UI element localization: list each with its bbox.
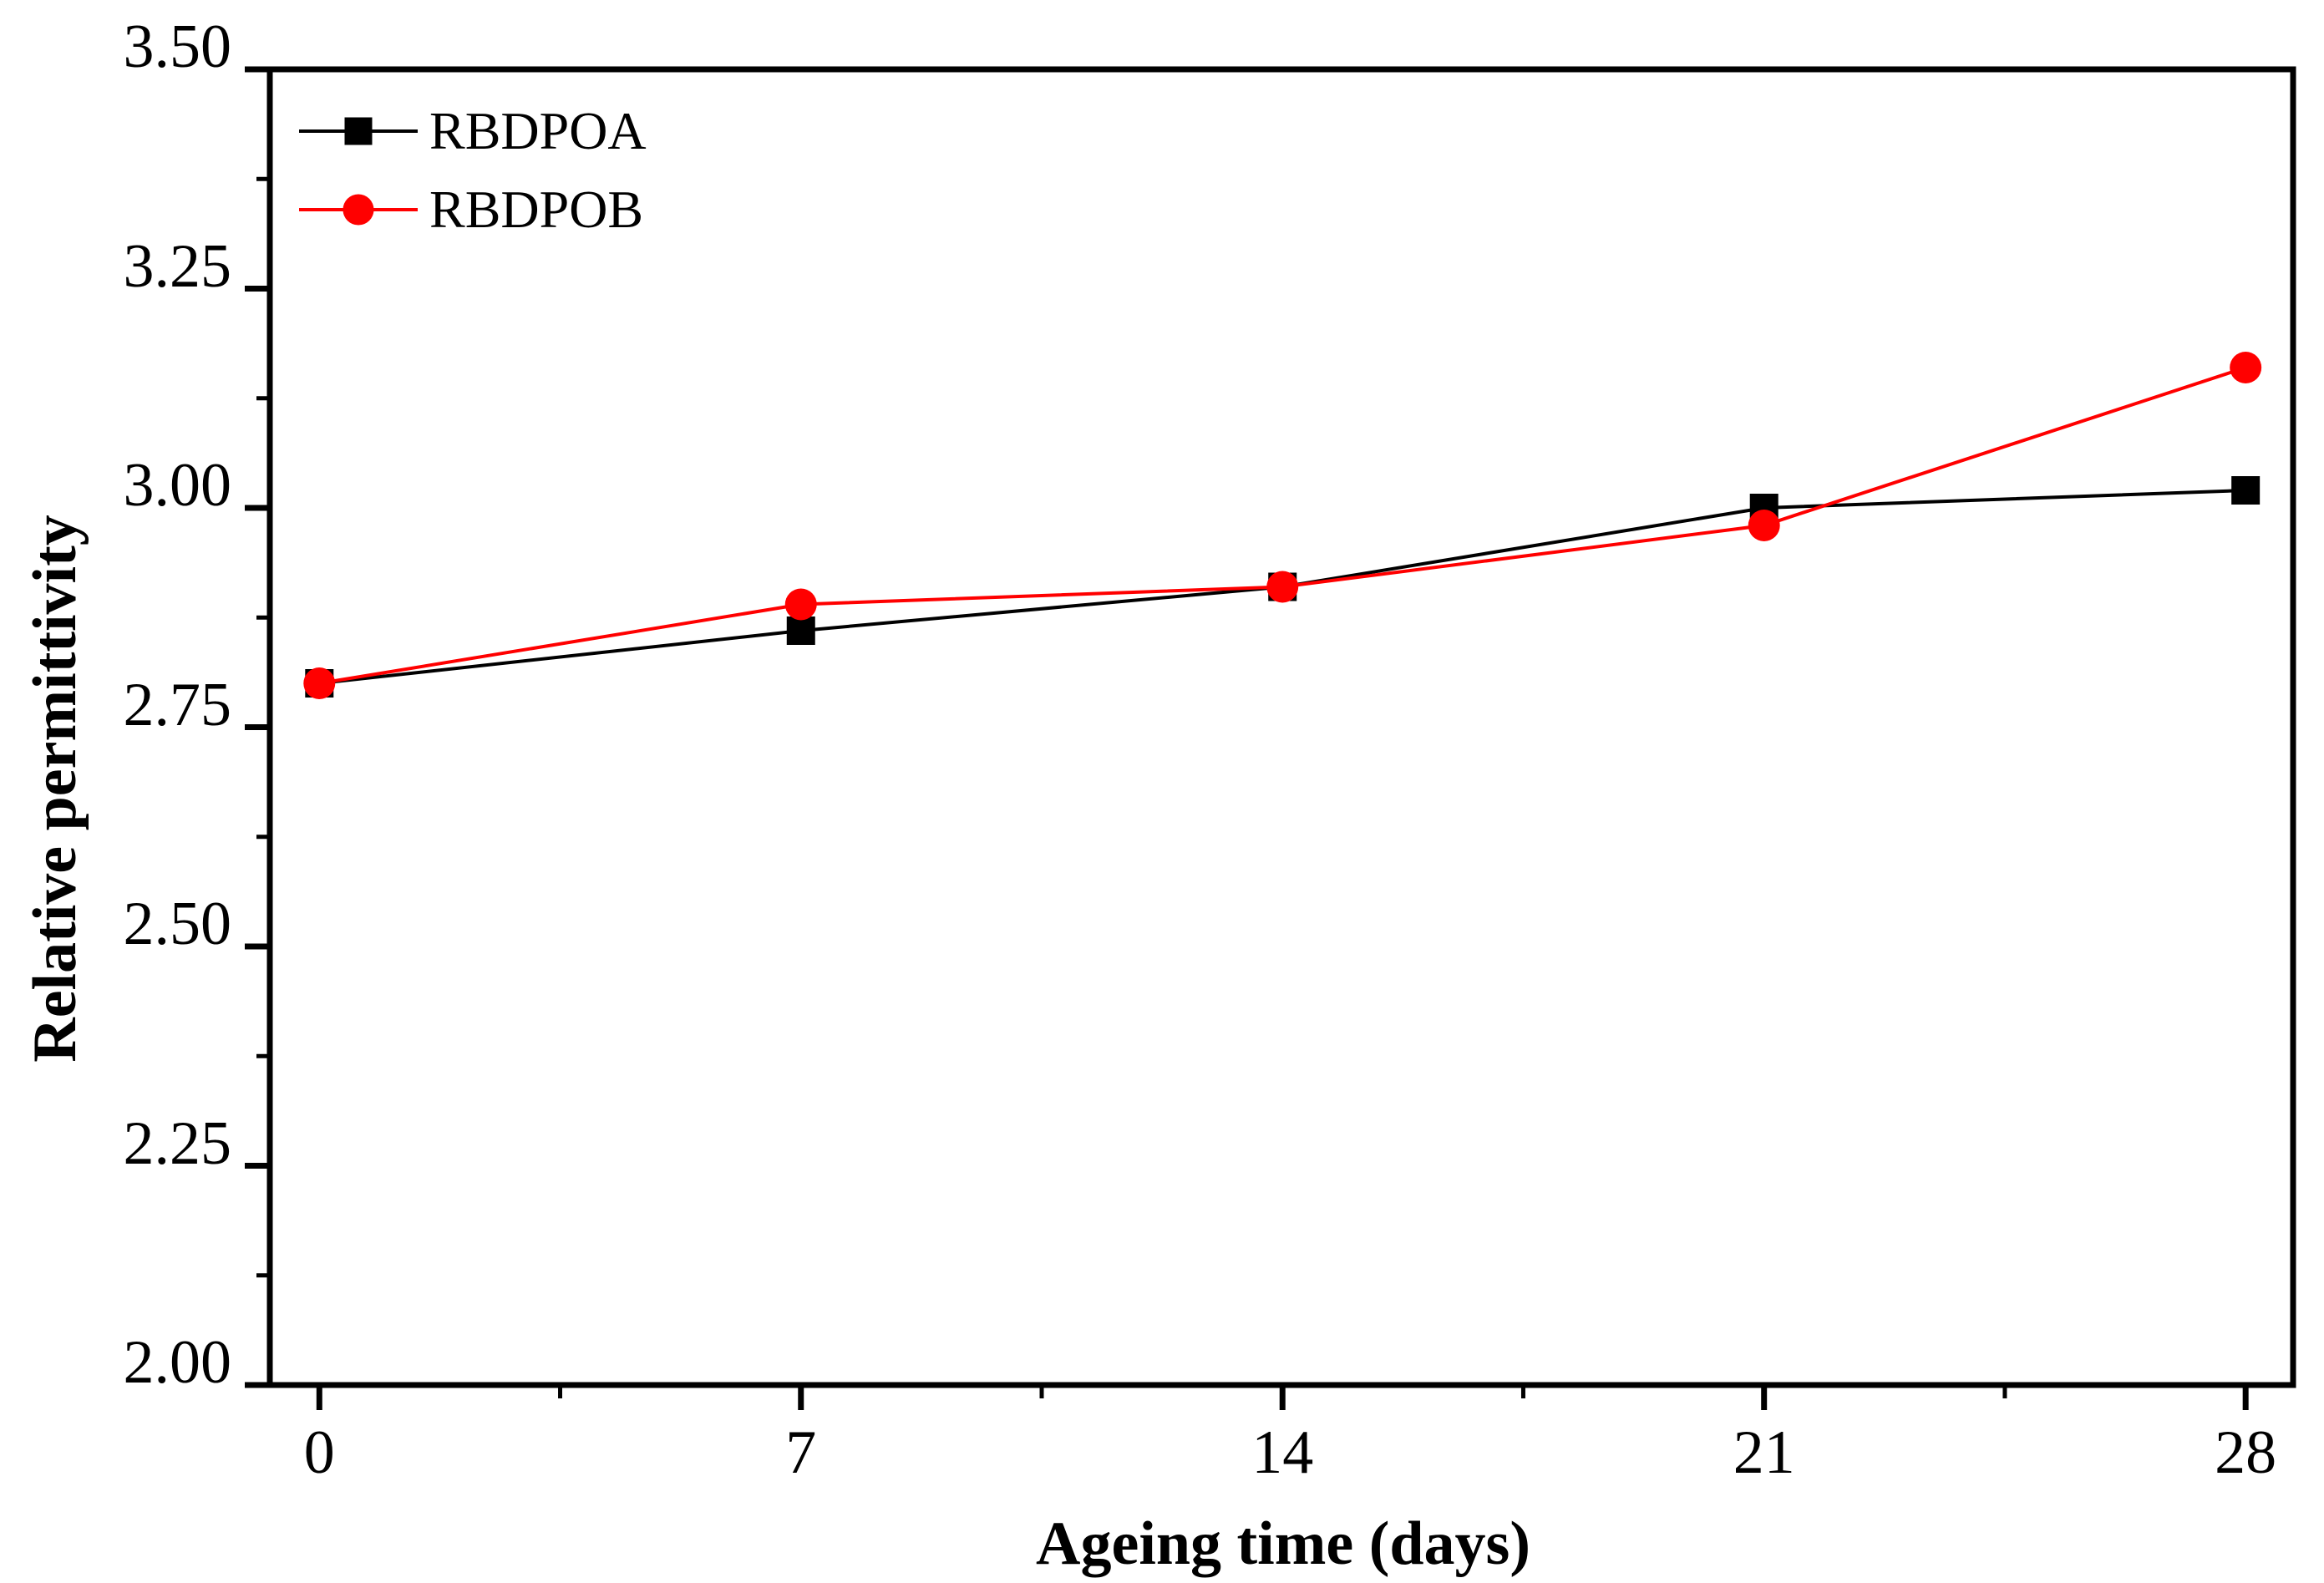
legend-swatch: [299, 92, 418, 170]
data-point-square-rbdpoa: [786, 616, 815, 645]
legend: RBDPOA RBDPOB: [299, 92, 647, 249]
data-point-circle-rbdpob: [303, 667, 336, 699]
square-marker-icon: [344, 117, 373, 145]
x-tick-label: 21: [1733, 1418, 1795, 1487]
y-tick-label: 3.50: [123, 13, 232, 81]
series-line-rbdpob: [318, 366, 2246, 685]
legend-item-rbdpoa: RBDPOA: [299, 92, 647, 170]
legend-item-rbdpob: RBDPOB: [299, 170, 647, 249]
data-point-circle-rbdpob: [2230, 352, 2262, 383]
legend-label: RBDPOB: [429, 180, 644, 239]
x-axis-title: Ageing time (days): [1036, 1509, 1530, 1578]
plot-frame: [266, 66, 2296, 1388]
data-point-circle-rbdpob: [784, 588, 817, 621]
x-tick-label: 28: [2215, 1418, 2277, 1487]
y-tick-label: 2.25: [123, 1109, 232, 1178]
circle-marker-icon: [343, 194, 374, 226]
data-point-circle-rbdpob: [1266, 571, 1299, 603]
legend-swatch: [299, 170, 418, 249]
y-tick-label: 2.50: [123, 890, 232, 958]
data-point-circle-rbdpob: [1748, 510, 1780, 541]
y-tick-label: 3.00: [123, 451, 232, 520]
data-point-square-rbdpoa: [2231, 476, 2261, 505]
y-tick-label: 2.00: [123, 1328, 232, 1397]
y-tick-label: 2.75: [123, 670, 232, 739]
legend-label: RBDPOA: [429, 101, 647, 160]
x-tick-label: 7: [785, 1418, 817, 1487]
x-tick-label: 14: [1251, 1418, 1314, 1487]
y-axis-title: Relative permittivity: [21, 515, 89, 1063]
x-tick-label: 0: [303, 1418, 335, 1487]
y-tick-label: 3.25: [123, 231, 232, 301]
